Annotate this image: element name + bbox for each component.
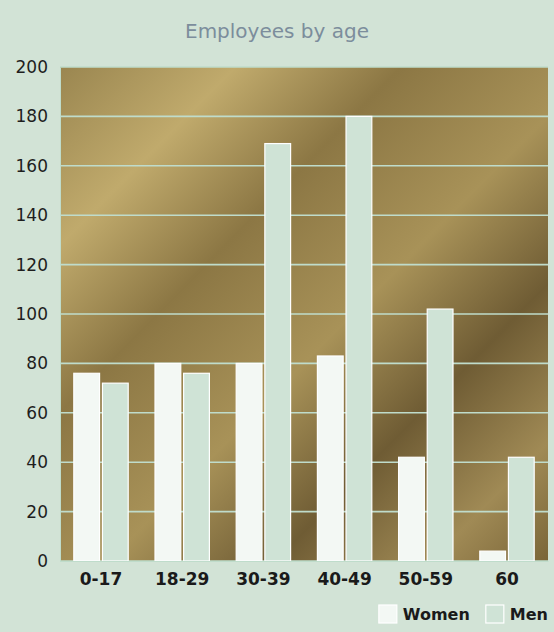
legend-swatch [486, 605, 504, 623]
bar [184, 373, 210, 561]
grid-line [60, 560, 548, 562]
grid-line [60, 412, 548, 414]
bar [480, 551, 506, 561]
y-tick-label: 100 [16, 304, 48, 324]
bar [399, 457, 425, 561]
y-tick: 160 [16, 156, 60, 176]
grid-line [60, 511, 548, 513]
y-tick: 100 [16, 304, 60, 324]
y-tick: 180 [16, 106, 60, 126]
x-tick: 40-49 [317, 561, 371, 589]
x-tick: 30-39 [236, 561, 290, 589]
plot-area [60, 67, 548, 561]
legend-swatch [379, 605, 397, 623]
y-tick: 120 [16, 255, 60, 275]
y-tick-label: 60 [26, 403, 48, 423]
x-tick: 50-59 [399, 561, 453, 589]
chart: 0 20 40 60 80 100 120 140 160 180 200 0-17 18-29 30-3… [0, 0, 554, 632]
y-tick: 80 [26, 353, 60, 373]
x-tick: 60 [495, 561, 519, 589]
y-tick-label: 200 [16, 57, 48, 77]
y-tick: 60 [26, 403, 60, 423]
legend-item: Women [379, 605, 470, 624]
legend-label: Women [403, 605, 470, 624]
bar [427, 309, 453, 561]
y-axis-line [60, 68, 61, 562]
bar [317, 356, 343, 561]
bar [508, 457, 534, 561]
y-tick-label: 120 [16, 255, 48, 275]
x-axis-line [61, 561, 549, 562]
x-tick-label: 60 [495, 569, 519, 589]
background [0, 0, 554, 632]
y-tick-label: 160 [16, 156, 48, 176]
grid [60, 67, 548, 561]
legend-label: Men [510, 605, 548, 624]
legend-item: Men [486, 605, 548, 624]
bars [74, 116, 534, 561]
grid-line [60, 214, 548, 216]
y-tick: 140 [16, 205, 60, 225]
bar [236, 363, 262, 561]
y-tick-label: 40 [26, 452, 48, 472]
y-tick: 200 [16, 57, 60, 77]
x-tick-label: 0-17 [80, 569, 123, 589]
grid-line [60, 116, 548, 118]
y-tick: 20 [26, 502, 60, 522]
grid-line [60, 363, 548, 365]
y-tick-label: 0 [37, 551, 48, 571]
grid-line [60, 313, 548, 315]
legend: Women Men [379, 605, 548, 624]
y-tick-label: 140 [16, 205, 48, 225]
y-tick: 0 [37, 551, 60, 571]
bar [102, 383, 128, 561]
grid-line [60, 66, 548, 68]
x-tick: 18-29 [155, 561, 209, 589]
bar [155, 363, 181, 561]
bar [265, 144, 291, 561]
x-axis: 0-17 18-29 30-39 40-49 50-59 60 [61, 561, 549, 589]
bar [74, 373, 100, 561]
y-tick: 40 [26, 452, 60, 472]
grid-line [60, 461, 548, 463]
x-tick-label: 50-59 [399, 569, 453, 589]
y-tick-label: 80 [26, 353, 48, 373]
x-tick-label: 30-39 [236, 569, 290, 589]
x-tick-label: 40-49 [317, 569, 371, 589]
grid-line [60, 264, 548, 266]
title: Employees by age [185, 19, 369, 43]
y-tick-label: 180 [16, 106, 48, 126]
grid-line [60, 165, 548, 167]
x-tick-label: 18-29 [155, 569, 209, 589]
y-tick-label: 20 [26, 502, 48, 522]
y-axis: 0 20 40 60 80 100 120 140 160 180 200 [16, 57, 61, 571]
x-tick: 0-17 [80, 561, 123, 589]
bar [346, 116, 372, 561]
